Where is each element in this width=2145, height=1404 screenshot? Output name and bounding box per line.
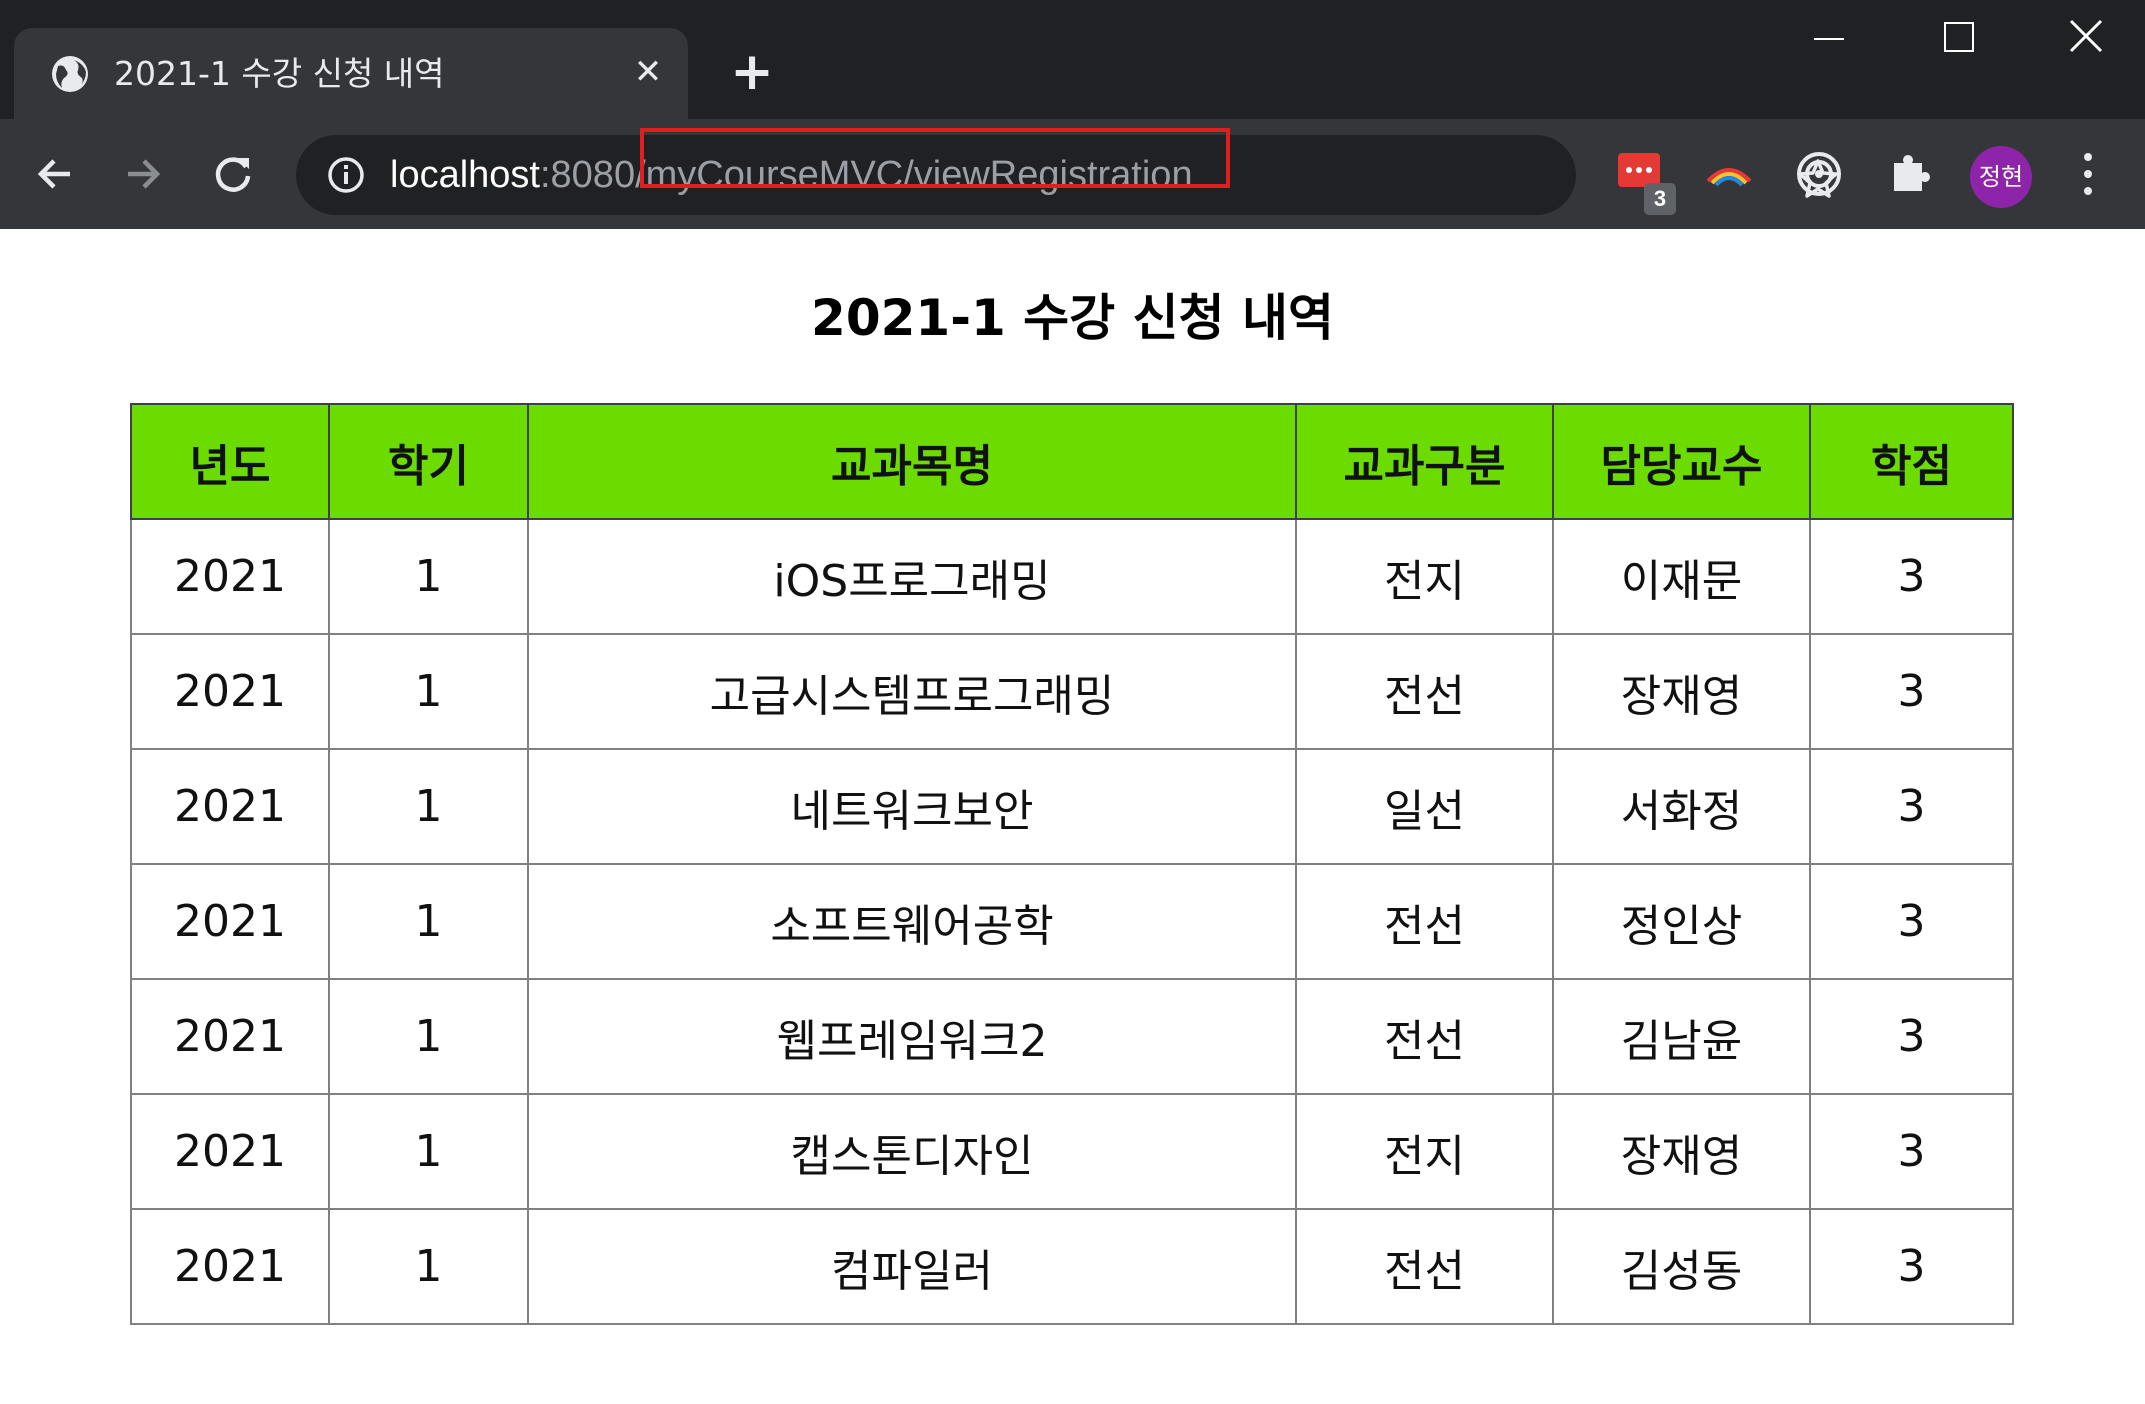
- cell-course-type: 전선: [1295, 633, 1554, 750]
- column-header-year: 년도: [130, 403, 330, 520]
- close-window-button[interactable]: [2022, 0, 2145, 80]
- cell-year: 2021: [130, 1208, 330, 1325]
- page-title: 2021-1 수강 신청 내역: [811, 289, 1334, 347]
- table-row: 2021 1 iOS프로그래밍 전지 이재문 3: [130, 518, 2014, 635]
- close-icon: [2069, 19, 2103, 53]
- column-header-credits: 학점: [1809, 403, 2014, 520]
- reload-icon[interactable]: [208, 149, 258, 199]
- cell-course-name: 고급시스템프로그래밍: [527, 633, 1297, 750]
- cell-semester: 1: [328, 978, 529, 1095]
- cell-course-type: 전지: [1295, 1093, 1554, 1210]
- cell-course-type: 전선: [1295, 1208, 1554, 1325]
- table-row: 2021 1 고급시스템프로그래밍 전선 장재영 3: [130, 633, 2014, 750]
- cell-course-name: 네트워크보안: [527, 748, 1297, 865]
- table-header-row: 년도 학기 교과목명 교과구분 담당교수 학점: [130, 403, 2014, 520]
- globe-icon: [52, 56, 88, 92]
- cell-credits: 3: [1809, 633, 2014, 750]
- url-highlight-box: [640, 128, 1230, 188]
- cell-course-name: 캡스톤디자인: [527, 1093, 1297, 1210]
- url-port: :8080: [539, 154, 636, 196]
- cell-year: 2021: [130, 1093, 330, 1210]
- profile-avatar[interactable]: 정현: [1970, 146, 2032, 208]
- cell-professor: 이재문: [1552, 518, 1811, 635]
- minimize-button[interactable]: [1766, 0, 1894, 80]
- cell-course-type: 전지: [1295, 518, 1554, 635]
- cell-course-name: 컴파일러: [527, 1208, 1297, 1325]
- info-icon[interactable]: [326, 155, 366, 195]
- cell-course-name: 소프트웨어공학: [527, 863, 1297, 980]
- cell-semester: 1: [328, 1093, 529, 1210]
- cell-year: 2021: [130, 863, 330, 980]
- cell-year: 2021: [130, 978, 330, 1095]
- browser-toolbar: localhost:8080/myCourseMVC/viewRegistrat…: [0, 119, 2145, 229]
- cell-credits: 3: [1809, 748, 2014, 865]
- cell-course-type: 일선: [1295, 748, 1554, 865]
- table-row: 2021 1 컴파일러 전선 김성동 3: [130, 1208, 2014, 1325]
- cell-semester: 1: [328, 518, 529, 635]
- rainbow-extension-icon[interactable]: [1704, 149, 1754, 199]
- column-header-course-name: 교과목명: [527, 403, 1297, 520]
- address-bar[interactable]: localhost:8080/myCourseMVC/viewRegistrat…: [296, 135, 1838, 215]
- cell-professor: 장재영: [1552, 1093, 1811, 1210]
- close-tab-icon[interactable]: ✕: [633, 52, 663, 92]
- cell-semester: 1: [328, 863, 529, 980]
- table-row: 2021 1 네트워크보안 일선 서화정 3: [130, 748, 2014, 865]
- table-row: 2021 1 캡스톤디자인 전지 장재영 3: [130, 1093, 2014, 1210]
- maximize-button[interactable]: [1894, 0, 2022, 80]
- cell-semester: 1: [328, 633, 529, 750]
- cell-credits: 3: [1809, 1208, 2014, 1325]
- forward-arrow-icon[interactable]: [118, 149, 168, 199]
- cell-credits: 3: [1809, 518, 2014, 635]
- extension-badge: 3: [1644, 183, 1676, 215]
- cell-professor: 정인상: [1552, 863, 1811, 980]
- cell-credits: 3: [1809, 863, 2014, 980]
- cell-professor: 김성동: [1552, 1208, 1811, 1325]
- cell-professor: 김남윤: [1552, 978, 1811, 1095]
- cell-year: 2021: [130, 633, 330, 750]
- column-header-course-type: 교과구분: [1295, 403, 1554, 520]
- extension-tasks-icon[interactable]: [1616, 149, 1666, 199]
- cell-credits: 3: [1809, 1093, 2014, 1210]
- cell-professor: 장재영: [1552, 633, 1811, 750]
- registration-table: 년도 학기 교과목명 교과구분 담당교수 학점 2021 1 iOS프로그래밍 …: [130, 403, 2014, 1325]
- cell-course-name: iOS프로그래밍: [527, 518, 1297, 635]
- cell-year: 2021: [130, 748, 330, 865]
- table-row: 2021 1 소프트웨어공학 전선 정인상 3: [130, 863, 2014, 980]
- url-path: /myCourseMVC/viewRegistration: [635, 154, 1193, 196]
- url-text[interactable]: localhost:8080/myCourseMVC/viewRegistrat…: [390, 149, 1193, 201]
- new-tab-button[interactable]: +: [730, 42, 774, 102]
- browser-tab[interactable]: 2021-1 수강 신청 내역 ✕: [14, 28, 688, 119]
- cell-credits: 3: [1809, 978, 2014, 1095]
- cell-semester: 1: [328, 748, 529, 865]
- back-arrow-icon[interactable]: [30, 149, 80, 199]
- column-header-semester: 학기: [328, 403, 529, 520]
- target-extension-icon[interactable]: [1794, 149, 1844, 199]
- column-header-professor: 담당교수: [1552, 403, 1811, 520]
- puzzle-extensions-icon[interactable]: [1884, 149, 1934, 199]
- cell-professor: 서화정: [1552, 748, 1811, 865]
- more-menu-icon[interactable]: [2078, 149, 2098, 199]
- cell-course-type: 전선: [1295, 863, 1554, 980]
- cell-course-type: 전선: [1295, 978, 1554, 1095]
- table-row: 2021 1 웹프레임워크2 전선 김남윤 3: [130, 978, 2014, 1095]
- url-host: localhost: [390, 154, 540, 196]
- cell-course-name: 웹프레임워크2: [527, 978, 1297, 1095]
- tab-title: 2021-1 수강 신청 내역: [114, 54, 445, 93]
- cell-semester: 1: [328, 1208, 529, 1325]
- tab-strip: 2021-1 수강 신청 내역 ✕ +: [0, 0, 2145, 119]
- cell-year: 2021: [130, 518, 330, 635]
